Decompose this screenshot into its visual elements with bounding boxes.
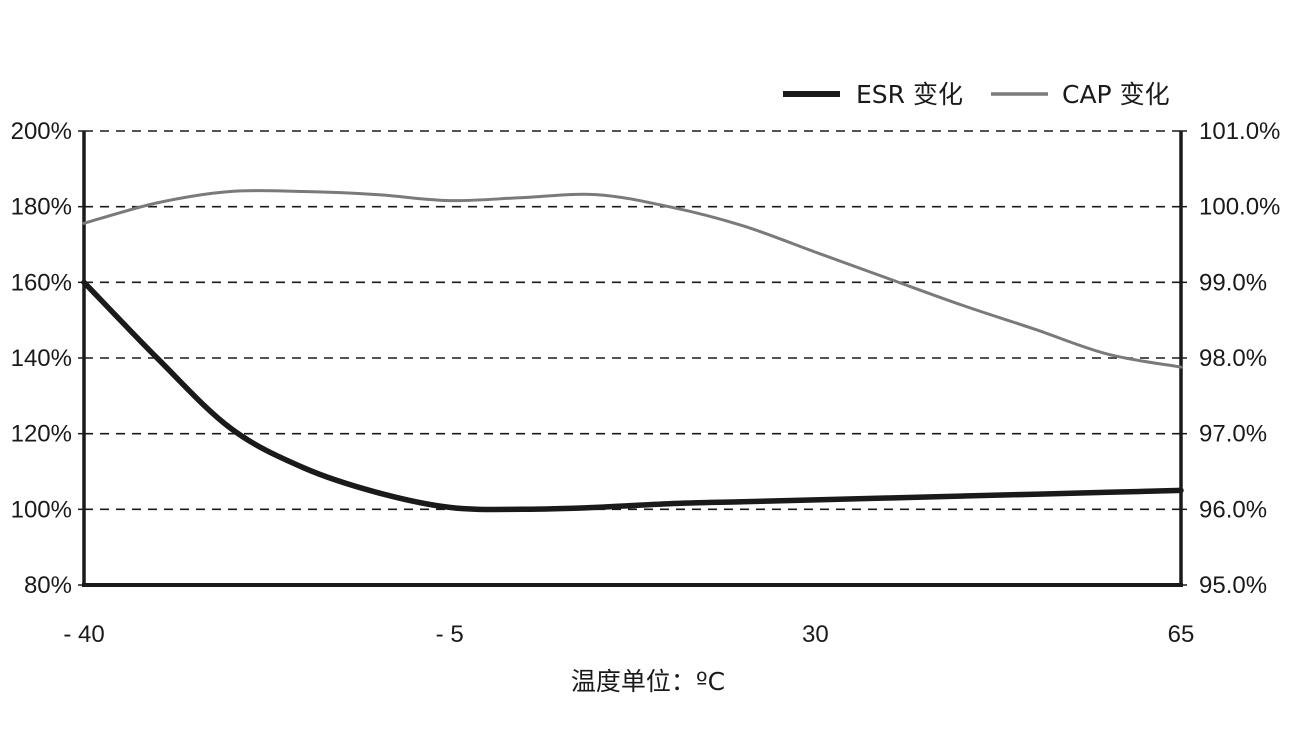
legend-cap-label: CAP 变化 <box>1062 80 1170 109</box>
y-right-tick-label: 99.0% <box>1199 269 1267 296</box>
y-right-tick-label: 95.0% <box>1199 572 1267 599</box>
x-tick-label: 30 <box>802 621 829 648</box>
y-left-tick-label: 140% <box>11 345 72 372</box>
series-lines <box>81 189 1184 513</box>
y-right-tick-label: 98.0% <box>1199 345 1267 372</box>
y-left-tick-label: 200% <box>11 118 72 145</box>
axes <box>78 130 1187 587</box>
y-right-tick-label: 101.0% <box>1199 118 1280 145</box>
x-axis-label: 温度单位：ºC <box>571 667 725 696</box>
y-right-tick-label: 96.0% <box>1199 496 1267 523</box>
y-right-tick-label: 97.0% <box>1199 421 1267 448</box>
x-tick-label: - 40 <box>63 621 104 648</box>
cap-series-line <box>82 189 1183 369</box>
y-right-tick-label: 100.0% <box>1199 194 1280 221</box>
gridlines <box>84 130 1181 511</box>
y-left-tick-label: 100% <box>11 496 72 523</box>
legend: ESR 变化 CAP 变化 <box>783 80 1170 109</box>
y-left-tick-label: 160% <box>11 269 72 296</box>
esr-series-line <box>81 279 1184 513</box>
x-tick-label: 65 <box>1168 621 1195 648</box>
y-left-tick-label: 120% <box>11 421 72 448</box>
tick-labels: 80% 100% 120% 140% 160% 180% 200% 95.0% 96.0% 97.… <box>11 118 1281 648</box>
legend-esr-label: ESR 变化 <box>856 80 963 109</box>
y-left-tick-label: 80% <box>24 572 72 599</box>
x-tick-label: - 5 <box>436 621 464 648</box>
y-left-tick-label: 180% <box>11 194 72 221</box>
